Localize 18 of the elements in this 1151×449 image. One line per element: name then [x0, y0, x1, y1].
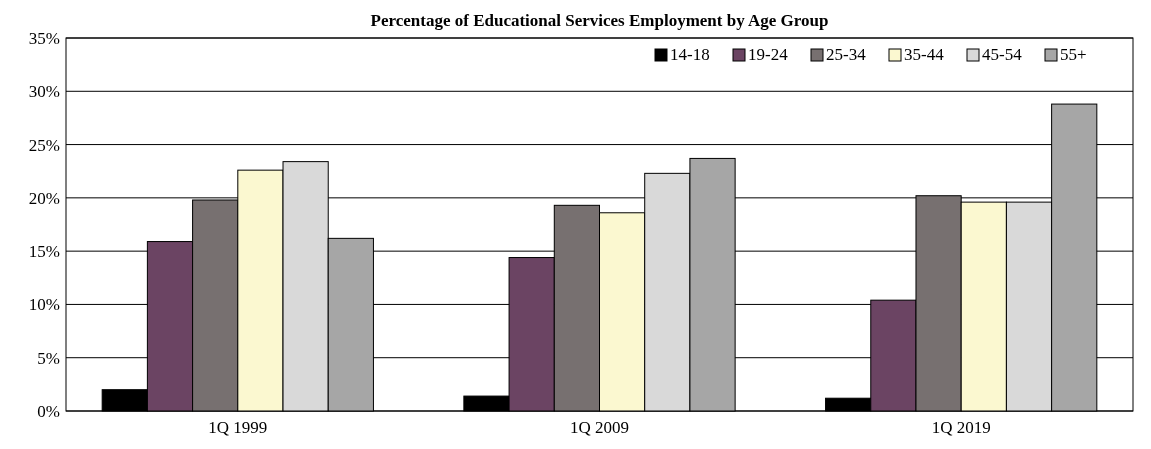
y-tick-label: 10% [28, 295, 60, 315]
x-tick-label: 1Q 1999 [208, 418, 268, 437]
chart-title: Percentage of Educational Services Employment by Age Group [370, 11, 829, 30]
legend-label: 45-54 [982, 45, 1023, 64]
y-tick-label: 20% [28, 188, 60, 208]
legend-label: 19-24 [748, 45, 789, 64]
legend-label: 55+ [1060, 45, 1087, 64]
legend-label: 35-44 [904, 45, 945, 64]
y-tick-label: 25% [28, 135, 60, 155]
legend-label: 25-34 [826, 45, 867, 64]
x-tick-label: 1Q 2019 [931, 418, 991, 437]
y-tick-label: 0% [37, 401, 60, 421]
y-tick-label: 5% [37, 348, 60, 368]
legend-label: 14-18 [670, 45, 710, 64]
y-tick-label: 15% [28, 242, 60, 262]
x-tick-label: 1Q 2009 [569, 418, 630, 437]
y-tick-label: 30% [28, 82, 60, 102]
y-tick-label: 35% [28, 28, 60, 48]
